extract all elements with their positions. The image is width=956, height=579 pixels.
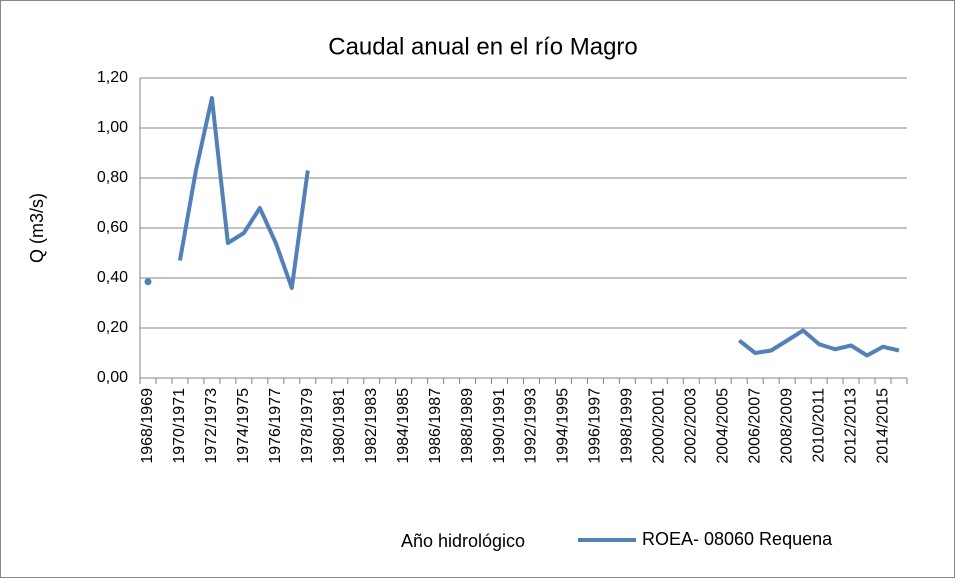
data-line: [737, 328, 900, 358]
x-tick-label: 1980/1981: [331, 388, 348, 464]
x-tick-label: 1982/1983: [363, 388, 380, 464]
x-tick-label: 2014/2015: [874, 388, 891, 464]
x-tick-label: 1976/1977: [267, 388, 284, 464]
x-tick-label: 1968/1969: [139, 388, 156, 464]
x-tick-label: 2002/2003: [683, 388, 700, 464]
y-tick-label: 0,20: [97, 319, 128, 336]
legend-label: ROEA- 08060 Requena: [642, 529, 833, 549]
x-axis-title: Año hidrológico: [401, 531, 525, 551]
x-tick-label: 1978/1979: [299, 388, 316, 464]
x-tick-label: 1992/1993: [523, 388, 540, 464]
x-tick-label: 1996/1997: [587, 388, 604, 464]
x-tick-label: 2000/2001: [651, 388, 668, 464]
x-tick-label: 1974/1975: [235, 388, 252, 464]
x-tick-label: 1988/1989: [459, 388, 476, 464]
data-line: [177, 96, 310, 290]
y-tick-label: 0,60: [97, 219, 128, 236]
x-tick-label: 1970/1971: [171, 388, 188, 464]
y-tick-label: 1,20: [97, 69, 128, 86]
x-tick-label: 1972/1973: [203, 388, 220, 464]
x-tick-label: 1986/1987: [427, 388, 444, 464]
x-tick-label: 1990/1991: [491, 388, 508, 464]
x-tick-label: 2004/2005: [714, 388, 731, 464]
y-tick-label: 0,40: [97, 269, 128, 286]
y-tick-label: 0,80: [97, 169, 128, 186]
x-tick-label: 2008/2009: [778, 388, 795, 464]
y-axis-title: Q (m3/s): [27, 193, 47, 263]
x-tick-label: 2010/2011: [810, 388, 827, 463]
x-tick-label: 1994/1995: [555, 388, 572, 464]
y-tick-label: 0,00: [97, 369, 128, 386]
x-tick-label: 1998/1999: [619, 388, 636, 464]
x-tick-label: 2012/2013: [842, 388, 859, 464]
x-tick-label: 2006/2007: [746, 388, 763, 464]
x-tick-label: 1984/1985: [395, 388, 412, 464]
chart-title: Caudal anual en el río Magro: [328, 33, 638, 60]
data-point: [144, 278, 152, 286]
y-tick-label: 1,00: [97, 119, 128, 136]
